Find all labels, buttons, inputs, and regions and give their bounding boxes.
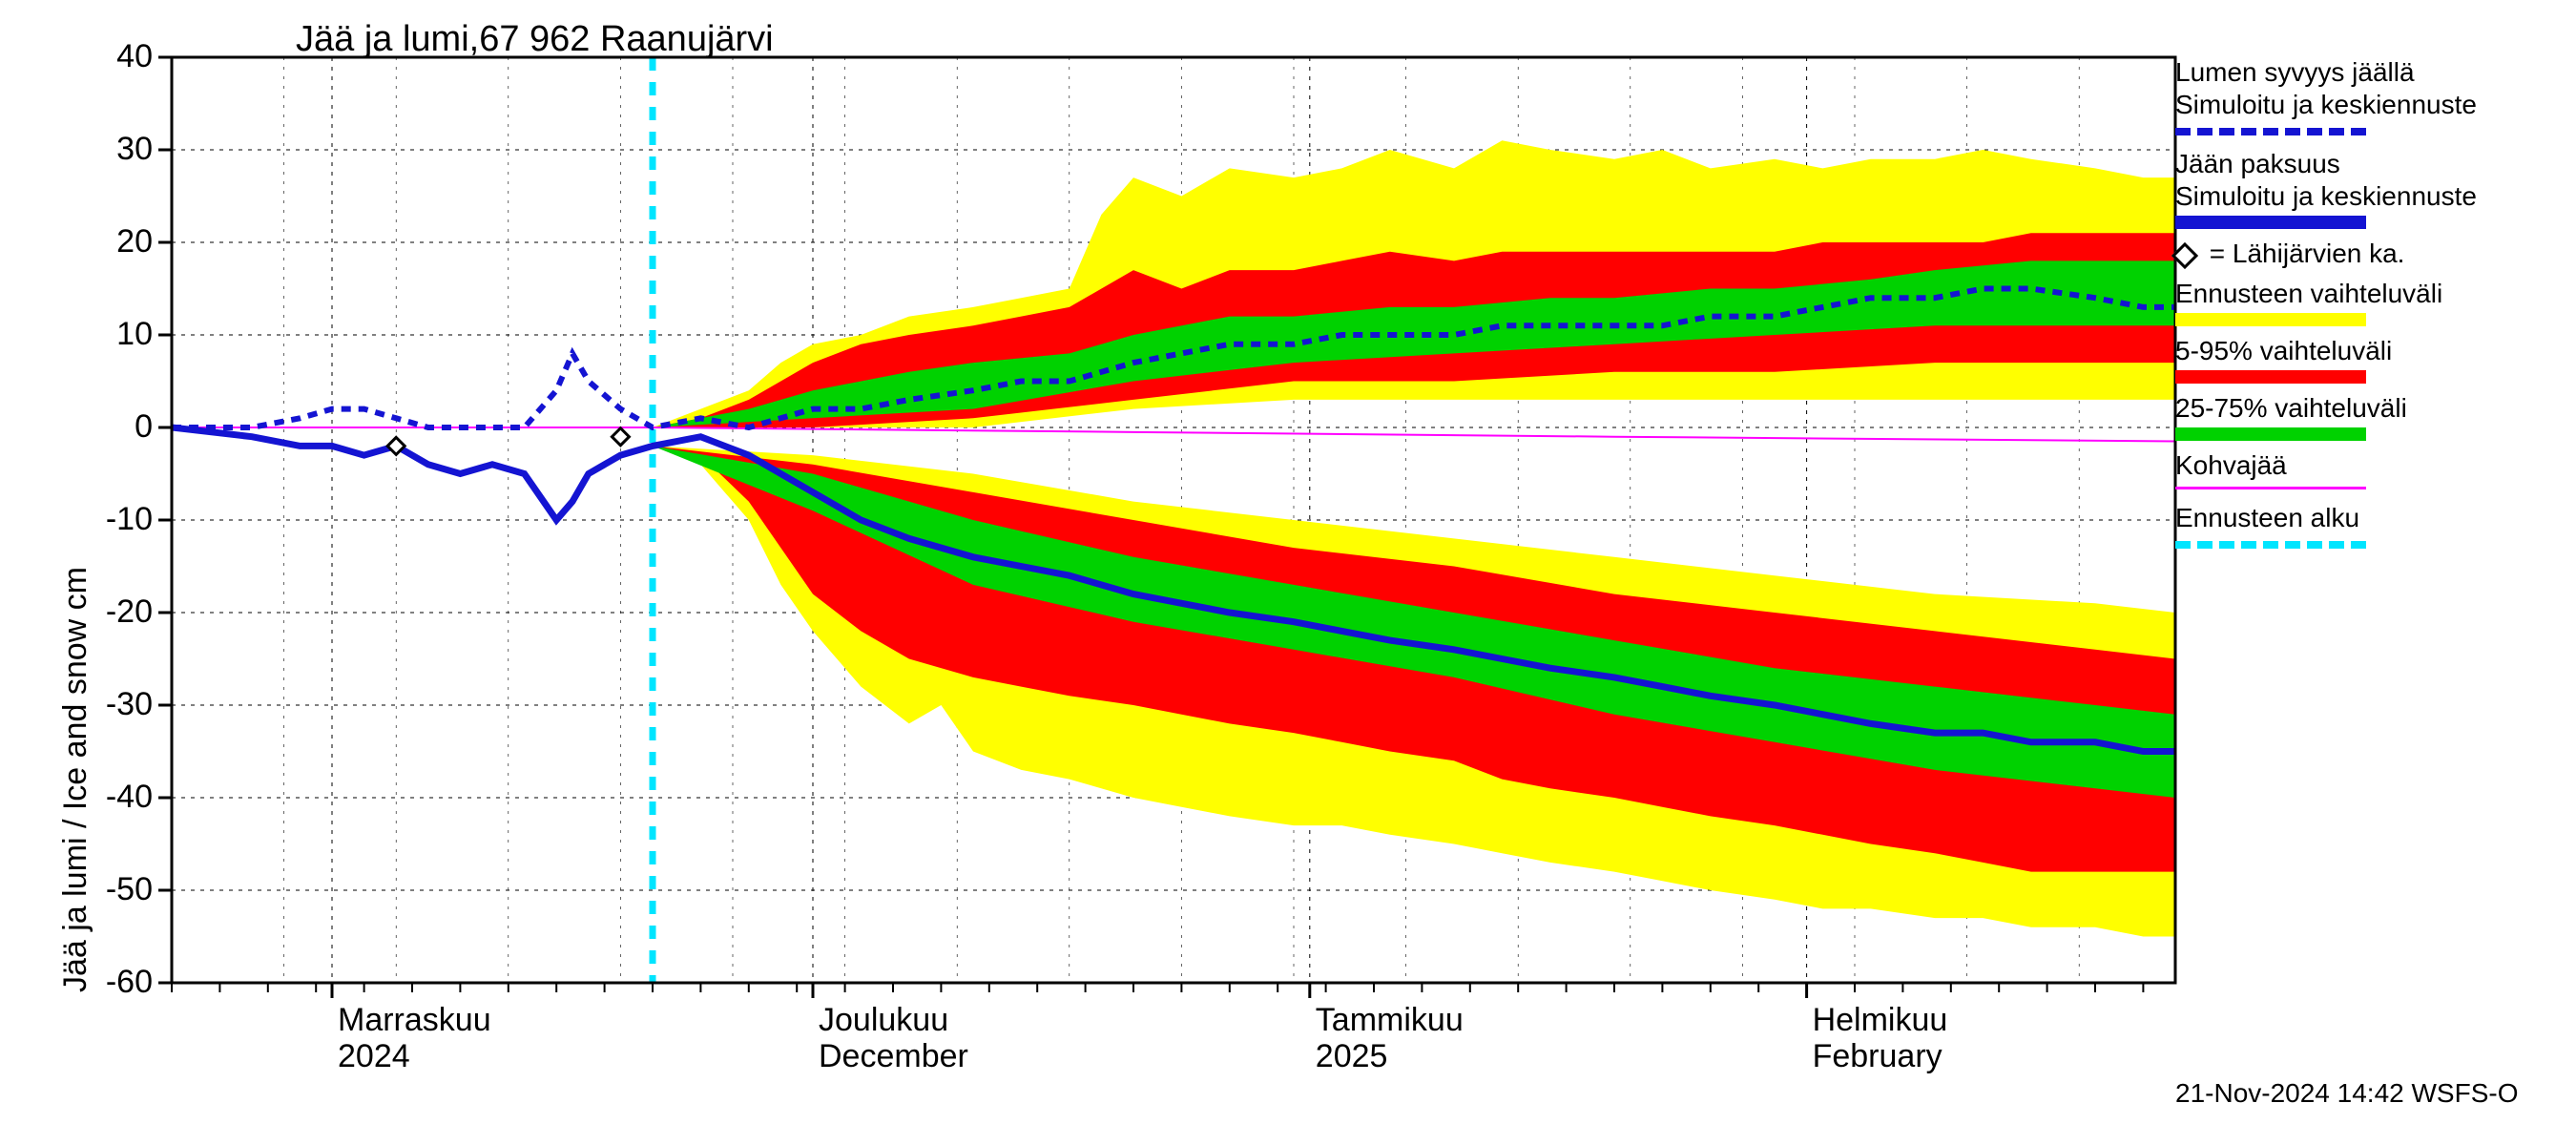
chart-footer: 21-Nov-2024 14:42 WSFS-O (2175, 1078, 2519, 1109)
y-tick: 20 (76, 223, 153, 260)
legend-swatch-snow-dash (2175, 128, 2366, 135)
legend: Lumen syvyys jäällä Simuloitu ja keskien… (2175, 57, 2557, 562)
legend-obs: = Lähijärvien ka. (2175, 239, 2557, 269)
chart-title: Jää ja lumi,67 962 Raanujärvi (296, 19, 774, 60)
legend-swatch-green (2175, 427, 2366, 441)
month-label-top: Joulukuu (819, 1002, 948, 1039)
legend-swatch-ice-solid (2175, 216, 2366, 229)
legend-swatch-red (2175, 370, 2366, 384)
month-label-bot: 2025 (1316, 1038, 1388, 1075)
legend-snow-title: Lumen syvyys jäällä (2175, 57, 2557, 88)
legend-green-label: 25-75% vaihteluväli (2175, 393, 2557, 424)
y-tick: 40 (76, 38, 153, 75)
legend-start-label: Ennusteen alku (2175, 503, 2557, 533)
chart-container: Jää ja lumi,67 962 Raanujärvi Jää ja lum… (0, 0, 2576, 1145)
y-tick: -50 (76, 871, 153, 908)
y-tick: 30 (76, 131, 153, 168)
y-tick: 10 (76, 316, 153, 353)
legend-yellow-label: Ennusteen vaihteluväli (2175, 279, 2557, 309)
legend-swatch-yellow (2175, 313, 2366, 326)
legend-swatch-start (2175, 541, 2366, 549)
diamond-icon (2171, 241, 2198, 268)
y-tick: -30 (76, 686, 153, 723)
month-label-bot: February (1813, 1038, 1942, 1075)
y-tick: -10 (76, 501, 153, 538)
month-label-top: Helmikuu (1813, 1002, 1948, 1039)
legend-swatch-kohva (2175, 487, 2366, 489)
legend-obs-label: = Lähijärvien ka. (2210, 239, 2405, 268)
legend-red-label: 5-95% vaihteluväli (2175, 336, 2557, 366)
month-label-top: Tammikuu (1316, 1002, 1464, 1039)
y-tick: -40 (76, 779, 153, 816)
month-label-top: Marraskuu (338, 1002, 491, 1039)
month-label-bot: 2024 (338, 1038, 410, 1075)
legend-snow-sub: Simuloitu ja keskiennuste (2175, 90, 2557, 120)
y-tick: 0 (76, 408, 153, 446)
legend-ice-sub: Simuloitu ja keskiennuste (2175, 181, 2557, 212)
legend-ice-title: Jään paksuus (2175, 149, 2557, 179)
y-tick: -20 (76, 593, 153, 631)
month-label-bot: December (819, 1038, 968, 1075)
y-tick: -60 (76, 964, 153, 1001)
legend-kohva-label: Kohvajää (2175, 450, 2557, 481)
